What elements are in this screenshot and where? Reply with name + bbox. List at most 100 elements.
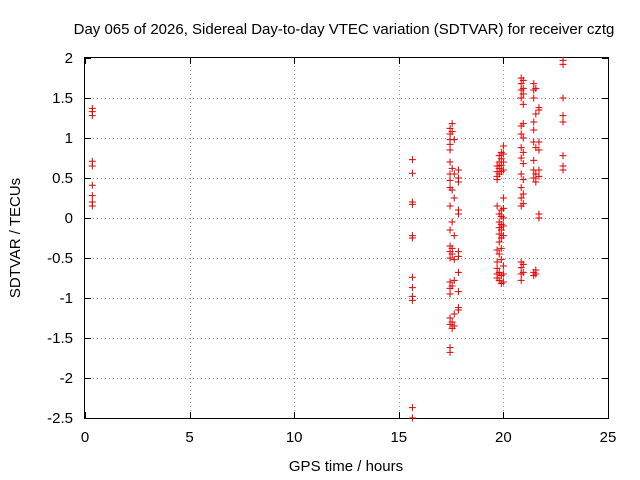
data-point — [450, 322, 458, 330]
data-point — [530, 118, 538, 126]
x-axis-title: GPS time / hours — [289, 458, 403, 475]
data-point — [517, 154, 525, 162]
data-point — [535, 146, 543, 154]
data-point — [450, 276, 458, 284]
data-point — [497, 226, 505, 234]
y-tick-label: 0.5 — [52, 170, 73, 187]
data-point — [88, 192, 96, 200]
data-point — [519, 190, 527, 198]
data-point — [448, 128, 456, 136]
y-tick-label: -2 — [60, 370, 73, 387]
data-point — [446, 314, 454, 322]
x-tick-label: 20 — [495, 429, 512, 446]
data-point — [499, 232, 507, 240]
data-point — [559, 118, 567, 126]
data-point — [408, 296, 416, 304]
data-point — [532, 178, 540, 186]
data-point — [532, 110, 540, 118]
data-point — [450, 310, 458, 318]
data-point — [559, 152, 567, 160]
data-point — [448, 282, 456, 290]
data-point — [519, 100, 527, 108]
data-point — [493, 176, 501, 184]
data-point — [408, 404, 416, 412]
data-point — [499, 150, 507, 158]
data-point — [519, 76, 527, 84]
data-point — [454, 166, 462, 174]
data-point — [446, 290, 454, 298]
y-tick-label: 2 — [65, 50, 73, 67]
data-point — [448, 120, 456, 128]
data-point — [517, 144, 525, 152]
data-point — [88, 202, 96, 210]
x-tick-label: 25 — [600, 429, 617, 446]
data-point — [408, 273, 416, 281]
data-point — [454, 268, 462, 276]
data-point — [499, 204, 507, 212]
data-point — [530, 174, 538, 182]
data-point — [535, 214, 543, 222]
data-point — [519, 148, 527, 156]
data-point — [454, 288, 462, 296]
y-tick-label: 1 — [65, 130, 73, 147]
data-point — [450, 136, 458, 144]
data-point — [88, 162, 96, 170]
data-point — [448, 318, 456, 326]
data-point — [535, 172, 543, 180]
data-points — [88, 56, 567, 422]
data-point — [493, 258, 501, 266]
data-point — [446, 202, 454, 210]
data-point — [532, 270, 540, 278]
data-point — [408, 169, 416, 177]
data-point — [499, 214, 507, 222]
data-point — [446, 146, 454, 154]
data-point — [448, 186, 456, 194]
data-point — [448, 250, 456, 258]
data-point — [454, 252, 462, 260]
data-point — [519, 260, 527, 268]
data-point — [454, 178, 462, 186]
y-axis-title: SDTVAR / TECUs — [7, 178, 24, 298]
data-point — [532, 84, 540, 92]
y-tick-label: -1 — [60, 290, 73, 307]
data-point — [446, 254, 454, 262]
data-point — [497, 256, 505, 264]
data-point — [530, 80, 538, 88]
data-point — [450, 256, 458, 264]
data-point — [454, 306, 462, 314]
data-point — [493, 246, 501, 254]
grid-lines — [85, 58, 608, 418]
data-point — [446, 176, 454, 184]
x-tick-label: 5 — [185, 429, 193, 446]
data-point — [559, 94, 567, 102]
data-point — [499, 262, 507, 270]
data-point — [517, 276, 525, 284]
data-point — [517, 184, 525, 192]
plot-frame — [84, 57, 609, 419]
data-point — [499, 158, 507, 166]
x-tick-label: 0 — [81, 429, 89, 446]
data-point — [446, 278, 454, 286]
y-tick-label: 0 — [65, 210, 73, 227]
data-point — [450, 232, 458, 240]
data-point — [559, 112, 567, 120]
data-point — [530, 156, 538, 164]
data-point — [408, 414, 416, 422]
data-point — [495, 238, 503, 246]
data-point — [446, 348, 454, 356]
data-point — [499, 194, 507, 202]
data-point — [535, 138, 543, 146]
data-point — [519, 160, 527, 168]
data-point — [454, 210, 462, 218]
data-point — [408, 156, 416, 164]
data-point — [535, 106, 543, 114]
data-point — [559, 60, 567, 68]
data-point — [535, 166, 543, 174]
data-point — [530, 126, 538, 134]
data-point — [559, 166, 567, 174]
data-point — [499, 278, 507, 286]
data-point — [446, 226, 454, 234]
y-tick-label: -2.5 — [47, 410, 73, 427]
data-point — [519, 120, 527, 128]
data-point — [88, 181, 96, 189]
